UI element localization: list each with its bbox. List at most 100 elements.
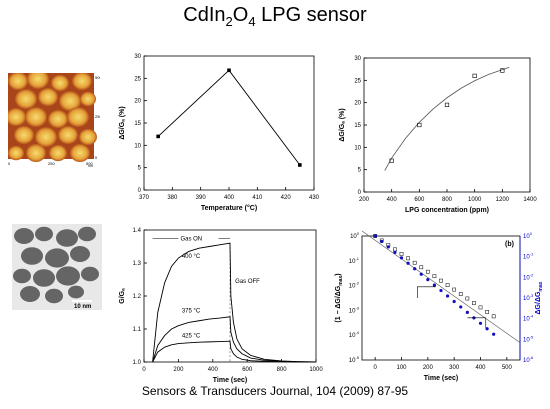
- x-axis-label: Time (sec): [213, 377, 248, 384]
- filled-point: [419, 272, 423, 276]
- left-y-tick-label: 10-1: [349, 256, 360, 265]
- panel-label: (b): [505, 241, 514, 248]
- open-point: [399, 252, 404, 256]
- filled-point: [439, 288, 443, 293]
- tem-particle: [56, 229, 78, 247]
- afm-grain: [14, 126, 34, 144]
- filled-point: [459, 305, 463, 309]
- x-tick-label: 800: [277, 367, 288, 373]
- data-point: [389, 158, 394, 163]
- y-tick-label: 10: [134, 143, 141, 149]
- filled-point: [478, 321, 483, 325]
- filled-point: [413, 267, 417, 271]
- filled-point: [373, 234, 377, 238]
- filled-point: [393, 250, 397, 254]
- tem-particle: [20, 286, 40, 302]
- left-y-tick-label: 10-2: [349, 281, 360, 290]
- y-tick-label: 25: [134, 76, 141, 82]
- data-point: [227, 68, 231, 73]
- y-tick-label: 10: [354, 145, 361, 151]
- y-tick-label: 20: [134, 99, 141, 105]
- x-tick-label: 200: [173, 367, 184, 373]
- y-tick-label: 0: [358, 190, 362, 196]
- series-line: [152, 316, 317, 363]
- filled-point: [399, 256, 404, 260]
- x-tick-label: 400: [475, 365, 486, 371]
- left-y-tick-label: 10-4: [349, 330, 360, 339]
- left-y-tick-label: 10-3: [349, 305, 360, 314]
- filled-point: [452, 299, 456, 304]
- x-tick-label: 380: [167, 195, 178, 201]
- data-point: [156, 134, 160, 139]
- afm-y-tick: 500: [95, 75, 100, 80]
- x-axis-label: LPG concentration (ppm): [405, 207, 489, 214]
- citation: Sensors & Transducers Journal, 104 (2009…: [141, 384, 409, 398]
- open-point: [472, 301, 476, 305]
- x-tick-label: 600: [414, 197, 425, 203]
- gas-off-label: Gas OFF: [235, 279, 260, 285]
- filled-point: [445, 294, 450, 298]
- filled-point: [406, 261, 410, 265]
- plot-frame: [143, 55, 315, 191]
- open-point: [425, 269, 430, 274]
- y-tick-label: 25: [354, 78, 361, 84]
- filled-point: [386, 245, 390, 249]
- tem-particle: [70, 246, 90, 262]
- fit-curve: [384, 66, 510, 171]
- afm-grain: [70, 144, 90, 162]
- afm-grain: [8, 73, 28, 90]
- filled-point: [432, 283, 437, 287]
- afm-grain: [8, 108, 26, 126]
- left-arrow: [417, 286, 436, 298]
- y-tick-label: 1.1: [133, 327, 142, 333]
- fit-line: [361, 230, 521, 343]
- y-axis-label: ΔG/Gₐ (%): [119, 106, 126, 139]
- right-y-tick-label: 10-4: [523, 314, 534, 323]
- tem-scale-label: 10 nm: [74, 304, 91, 310]
- open-point: [465, 296, 470, 301]
- afm-grain: [79, 128, 97, 146]
- y-tick-label: 5: [358, 168, 362, 174]
- tem-particle: [45, 288, 63, 304]
- x-axis-label: Time (sec): [424, 375, 459, 382]
- x-tick-label: 1200: [496, 197, 510, 203]
- series-label: 425 °C: [182, 333, 201, 339]
- filled-point: [485, 327, 489, 331]
- y-tick-label: 1.2: [133, 294, 142, 300]
- x-tick-label: 800: [442, 197, 453, 203]
- y-axis-label: (1 − ΔG/ΔGmax): [335, 273, 344, 322]
- afm-grain: [67, 107, 89, 127]
- open-point: [452, 287, 457, 292]
- y-axis-label: ΔG/Gₐ (%): [339, 108, 346, 141]
- chart-temperature: 370 380 390 400 410 420 430 0 5 10 15 20 25 30 Tempera…: [119, 54, 320, 212]
- open-point: [478, 305, 483, 310]
- right-y-tick-label: 10-2: [523, 272, 534, 281]
- gas-on-bg: [178, 234, 219, 243]
- data-point: [472, 73, 477, 78]
- afm-grain: [26, 144, 46, 162]
- tem-scale-bar: [72, 300, 92, 302]
- data-point: [444, 102, 450, 107]
- afm-x-tick: 0: [8, 161, 11, 166]
- y-tick-label: 1.3: [133, 261, 142, 267]
- x-tick-label: 300: [449, 365, 460, 371]
- y-tick-label: 20: [354, 101, 361, 107]
- x-tick-label: 370: [139, 195, 150, 201]
- x-tick-label: 430: [309, 195, 320, 201]
- x-axis-label: Temperature (°C): [201, 204, 257, 212]
- afm-grain: [35, 127, 57, 147]
- filled-point: [426, 278, 430, 282]
- y-tick-label: 1.4: [133, 228, 142, 234]
- open-point: [485, 310, 489, 314]
- right-y-tick-label: 100: [523, 231, 533, 240]
- x-tick-label: 500: [502, 365, 513, 371]
- chart-response-time: 0 200 400 600 800 1000 1.0 1.1 1.2 1.3 1.4 Time (se…: [119, 228, 323, 384]
- x-tick-label: 200: [359, 197, 370, 203]
- open-point: [491, 314, 496, 319]
- tem-particle: [56, 266, 80, 286]
- right-arrow: [467, 317, 487, 328]
- x-tick-label: 600: [242, 367, 253, 373]
- tem-particle: [78, 226, 96, 242]
- afm-grain: [59, 91, 81, 111]
- data-point: [500, 68, 505, 73]
